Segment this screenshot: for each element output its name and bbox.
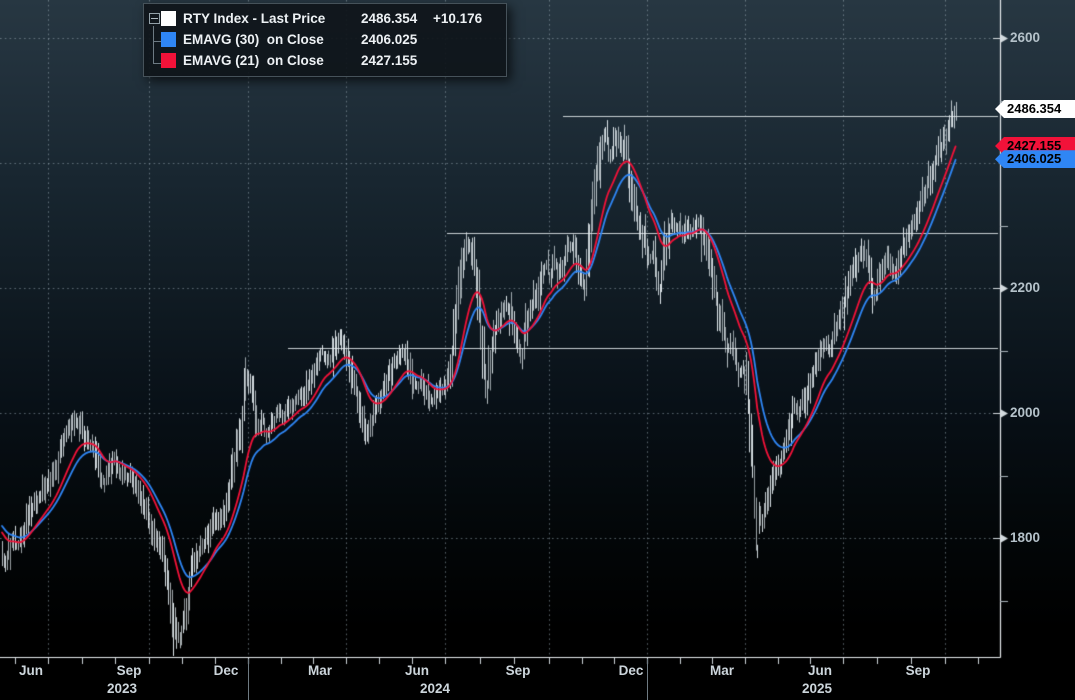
x-axis-year-label-2025: 2025 (801, 681, 833, 696)
y-axis-label-2600: 2600 (1010, 30, 1041, 45)
legend-tree-elbow (153, 63, 162, 64)
legend-tree-elbow (153, 41, 162, 42)
last-price-tag: 2486.354 (995, 100, 1075, 119)
x-axis-month-label-sep: Sep (905, 663, 931, 678)
emavg30-series-swatch (161, 32, 176, 47)
y-axis-label-2200: 2200 (1010, 280, 1041, 295)
legend-row-emavg-21[interactable]: EMAVG (21) on Close 2427.155 (148, 50, 506, 71)
legend-collapse-icon[interactable] (149, 13, 160, 24)
x-axis-year-separator (248, 659, 249, 700)
legend-tree-line (153, 26, 154, 64)
x-axis-month-label-mar: Mar (307, 663, 333, 678)
x-axis-month-label-sep: Sep (116, 663, 142, 678)
x-axis-year-label-2023: 2023 (106, 681, 138, 696)
x-axis-year-label-2024: 2024 (419, 681, 451, 696)
legend-value-emavg30: 2406.025 (361, 32, 418, 47)
legend-label-emavg30: EMAVG (30) on Close (183, 32, 324, 47)
legend-box: RTY Index - Last Price 2486.354 +10.176 … (143, 3, 507, 77)
ema30-price-tag: 2406.025 (995, 150, 1075, 169)
y-axis-label-1800: 1800 (1010, 530, 1041, 545)
x-axis-month-label-jun: Jun (807, 663, 833, 678)
x-axis-year-separator (647, 659, 648, 700)
x-axis-month-label-dec: Dec (213, 663, 239, 678)
emavg21-series-swatch (161, 53, 176, 68)
x-axis-month-label-mar: Mar (709, 663, 735, 678)
legend-label-rty: RTY Index - Last Price (183, 11, 326, 26)
legend-change-rty: +10.176 (433, 11, 483, 26)
y-axis-label-2000: 2000 (1010, 405, 1041, 420)
x-axis-month-label-jun: Jun (18, 663, 44, 678)
x-axis-month-label-sep: Sep (505, 663, 531, 678)
legend-value-emavg21: 2427.155 (361, 53, 418, 68)
rty-series-swatch (161, 11, 176, 26)
legend-value-rty: 2486.354 (361, 11, 418, 26)
legend-row-emavg-30[interactable]: EMAVG (30) on Close 2406.025 (148, 29, 506, 50)
x-axis-month-label-dec: Dec (618, 663, 644, 678)
x-axis-month-label-jun: Jun (404, 663, 430, 678)
legend-label-emavg21: EMAVG (21) on Close (183, 53, 324, 68)
legend-row-last-price[interactable]: RTY Index - Last Price 2486.354 +10.176 (148, 8, 506, 29)
